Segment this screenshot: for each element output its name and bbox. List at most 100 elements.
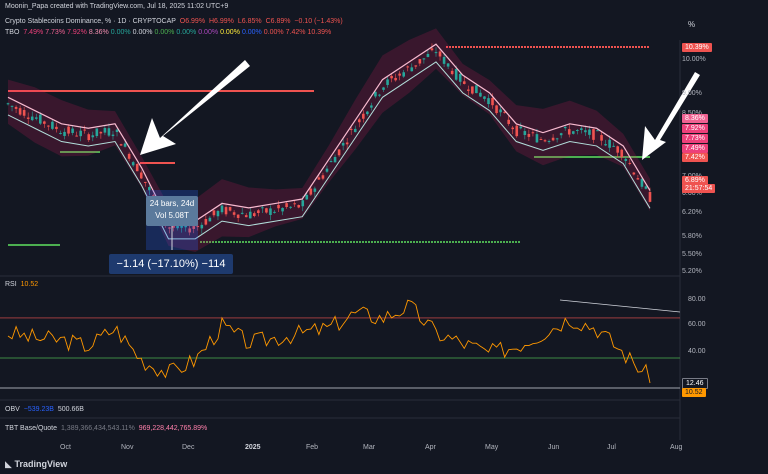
candle-body: [600, 135, 603, 141]
measure-volume: Vol 5.08T: [155, 211, 189, 220]
price-tag: 7.49%: [682, 144, 708, 153]
candle-body: [571, 131, 575, 134]
candle-body: [192, 226, 196, 229]
candle-body: [616, 146, 619, 153]
candle-body: [608, 139, 611, 148]
price-tick-label: 8.50%: [682, 110, 702, 117]
candle-body: [273, 211, 276, 213]
candle-body: [410, 67, 414, 72]
price-tag: 7.42%: [682, 153, 708, 162]
tbo-value: 0.00%: [176, 29, 197, 36]
candle-body: [357, 119, 361, 123]
candle-body: [450, 70, 454, 75]
candle-body: [624, 158, 628, 161]
tbo-value: 7.42%: [285, 29, 306, 36]
candle-body: [612, 145, 615, 147]
candle-body: [200, 224, 204, 229]
annotation-arrow: [140, 60, 250, 155]
candle-body: [341, 142, 345, 146]
x-tick-label: Dec: [182, 444, 195, 451]
candle-body: [188, 228, 191, 233]
x-tick-label: Oct: [60, 444, 71, 451]
tbt-legend: TBT Base/Quote 1,389,366,434,543.11% 969…: [5, 425, 207, 432]
candle-body: [47, 125, 50, 127]
ohlc-change: −0.10 (−1.43%): [294, 18, 343, 25]
candle-body: [584, 130, 587, 133]
candle-body: [107, 128, 111, 136]
candle-body: [515, 125, 519, 137]
candle-body: [83, 129, 87, 131]
candle-body: [30, 116, 34, 121]
candle-body: [269, 208, 272, 215]
tbo-value: 10.39%: [307, 29, 332, 36]
tradingview-logo-icon: ◣: [5, 459, 12, 469]
candle-body: [414, 65, 418, 67]
tbo-value: 8.36%: [88, 29, 109, 36]
candle-body: [632, 172, 636, 175]
cloud-band: [8, 28, 650, 253]
tbo-label: TBO: [5, 29, 20, 36]
candle-body: [507, 119, 510, 124]
candle-body: [115, 129, 119, 133]
candle-body: [224, 207, 228, 215]
tbt-value-1: 1,389,366,434,543.11%: [60, 425, 135, 432]
currency-badge[interactable]: %: [688, 20, 696, 29]
candle-body: [43, 121, 46, 124]
candle-body: [406, 66, 410, 68]
rsi-tick-label: 80.00: [688, 296, 706, 303]
ohlc-high: H6.99%: [209, 18, 234, 25]
tbo-line: TBO 7.49% 7.73% 7.92% 8.36% 0.00% 0.00% 0.00% 0…: [5, 29, 331, 36]
candle-body: [370, 105, 373, 108]
price-tag: 10.39%: [682, 43, 712, 52]
candle-body: [131, 162, 135, 166]
measure-box[interactable]: 24 bars, 24d Vol 5.08T: [146, 196, 198, 226]
candle-body: [63, 131, 66, 136]
tbo-value: 0.00%: [132, 29, 153, 36]
candle-body: [289, 206, 292, 208]
candle-body: [6, 103, 10, 105]
candle-body: [293, 203, 296, 205]
candle-body: [620, 149, 624, 158]
candle-body: [79, 130, 82, 137]
candle-body: [543, 140, 547, 142]
price-tick-label: 5.50%: [682, 251, 702, 258]
candle-body: [95, 128, 99, 137]
candle-body: [491, 98, 494, 106]
candle-body: [430, 48, 434, 51]
candle-body: [103, 128, 107, 133]
candle-body: [119, 144, 123, 146]
candle-body: [10, 105, 14, 107]
candle-body: [236, 214, 240, 218]
candle-body: [180, 225, 183, 228]
price-tick-label: 5.20%: [682, 268, 702, 275]
candle-body: [333, 156, 337, 163]
candle-body: [305, 194, 309, 200]
candle-body: [244, 215, 248, 218]
candle-body: [232, 212, 236, 215]
candle-body: [458, 73, 462, 82]
measure-change: −1.14 (−17.10%) −114: [109, 254, 233, 274]
price-tick-label: 9.00%: [682, 90, 702, 97]
candle-body: [402, 72, 405, 77]
tbo-value: 0.00%: [110, 29, 131, 36]
candle-body: [345, 142, 349, 145]
candle-body: [580, 128, 583, 131]
candle-body: [422, 58, 426, 60]
x-tick-label: May: [485, 444, 499, 451]
obv-value-1: −539.23B: [23, 406, 54, 413]
candle-body: [253, 213, 256, 217]
candle-body: [39, 114, 42, 124]
candle-body: [475, 85, 478, 94]
candle-body: [442, 56, 446, 64]
price-tick-label: 6.20%: [682, 209, 702, 216]
x-tick-label: 2025: [245, 444, 261, 451]
tbo-value: 0.00%: [220, 29, 240, 36]
obv-legend: OBV −539.23B 500.66B: [5, 406, 84, 413]
candle-body: [257, 210, 260, 214]
tbo-value: 7.92%: [67, 29, 87, 36]
tbo-value: 0.00%: [241, 29, 262, 36]
candle-body: [325, 168, 329, 172]
tbt-label: TBT Base/Quote: [5, 425, 58, 432]
tbo-values: 7.49% 7.73% 7.92% 8.36% 0.00% 0.00% 0.00% 0.00%…: [21, 29, 331, 36]
